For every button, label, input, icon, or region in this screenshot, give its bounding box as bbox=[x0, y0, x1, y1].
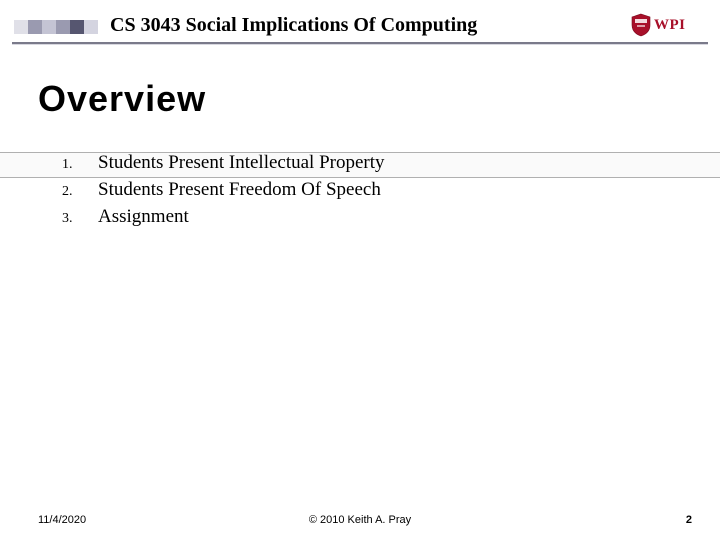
square-icon bbox=[56, 20, 70, 34]
course-title: CS 3043 Social Implications Of Computing bbox=[110, 14, 477, 37]
slide-title: Overview bbox=[38, 78, 206, 120]
shield-icon bbox=[630, 13, 652, 37]
logo-text: WPI bbox=[654, 17, 686, 34]
header-bar: CS 3043 Social Implications Of Computing… bbox=[0, 0, 720, 48]
list-item: 1. Students Present Intellectual Propert… bbox=[62, 152, 385, 179]
square-icon bbox=[70, 20, 84, 34]
square-icon bbox=[14, 20, 28, 34]
list-text: Assignment bbox=[98, 206, 189, 228]
footer-copyright: © 2010 Keith A. Pray bbox=[309, 514, 411, 526]
square-icon bbox=[84, 20, 98, 34]
list-number: 2. bbox=[62, 184, 98, 200]
header-rule-light bbox=[12, 44, 708, 45]
wpi-logo: WPI bbox=[630, 12, 698, 38]
decorative-squares bbox=[14, 20, 98, 34]
list-text: Students Present Intellectual Property bbox=[98, 152, 385, 174]
list-item: 3. Assignment bbox=[62, 206, 385, 233]
list-text: Students Present Freedom Of Speech bbox=[98, 179, 381, 201]
footer: 11/4/2020 © 2010 Keith A. Pray 2 bbox=[0, 506, 720, 526]
square-icon bbox=[42, 20, 56, 34]
list-number: 3. bbox=[62, 211, 98, 227]
overview-list: 1. Students Present Intellectual Propert… bbox=[62, 152, 385, 233]
square-icon bbox=[28, 20, 42, 34]
footer-date: 11/4/2020 bbox=[38, 514, 86, 526]
footer-page-number: 2 bbox=[686, 514, 692, 526]
list-number: 1. bbox=[62, 157, 98, 173]
list-item: 2. Students Present Freedom Of Speech bbox=[62, 179, 385, 206]
